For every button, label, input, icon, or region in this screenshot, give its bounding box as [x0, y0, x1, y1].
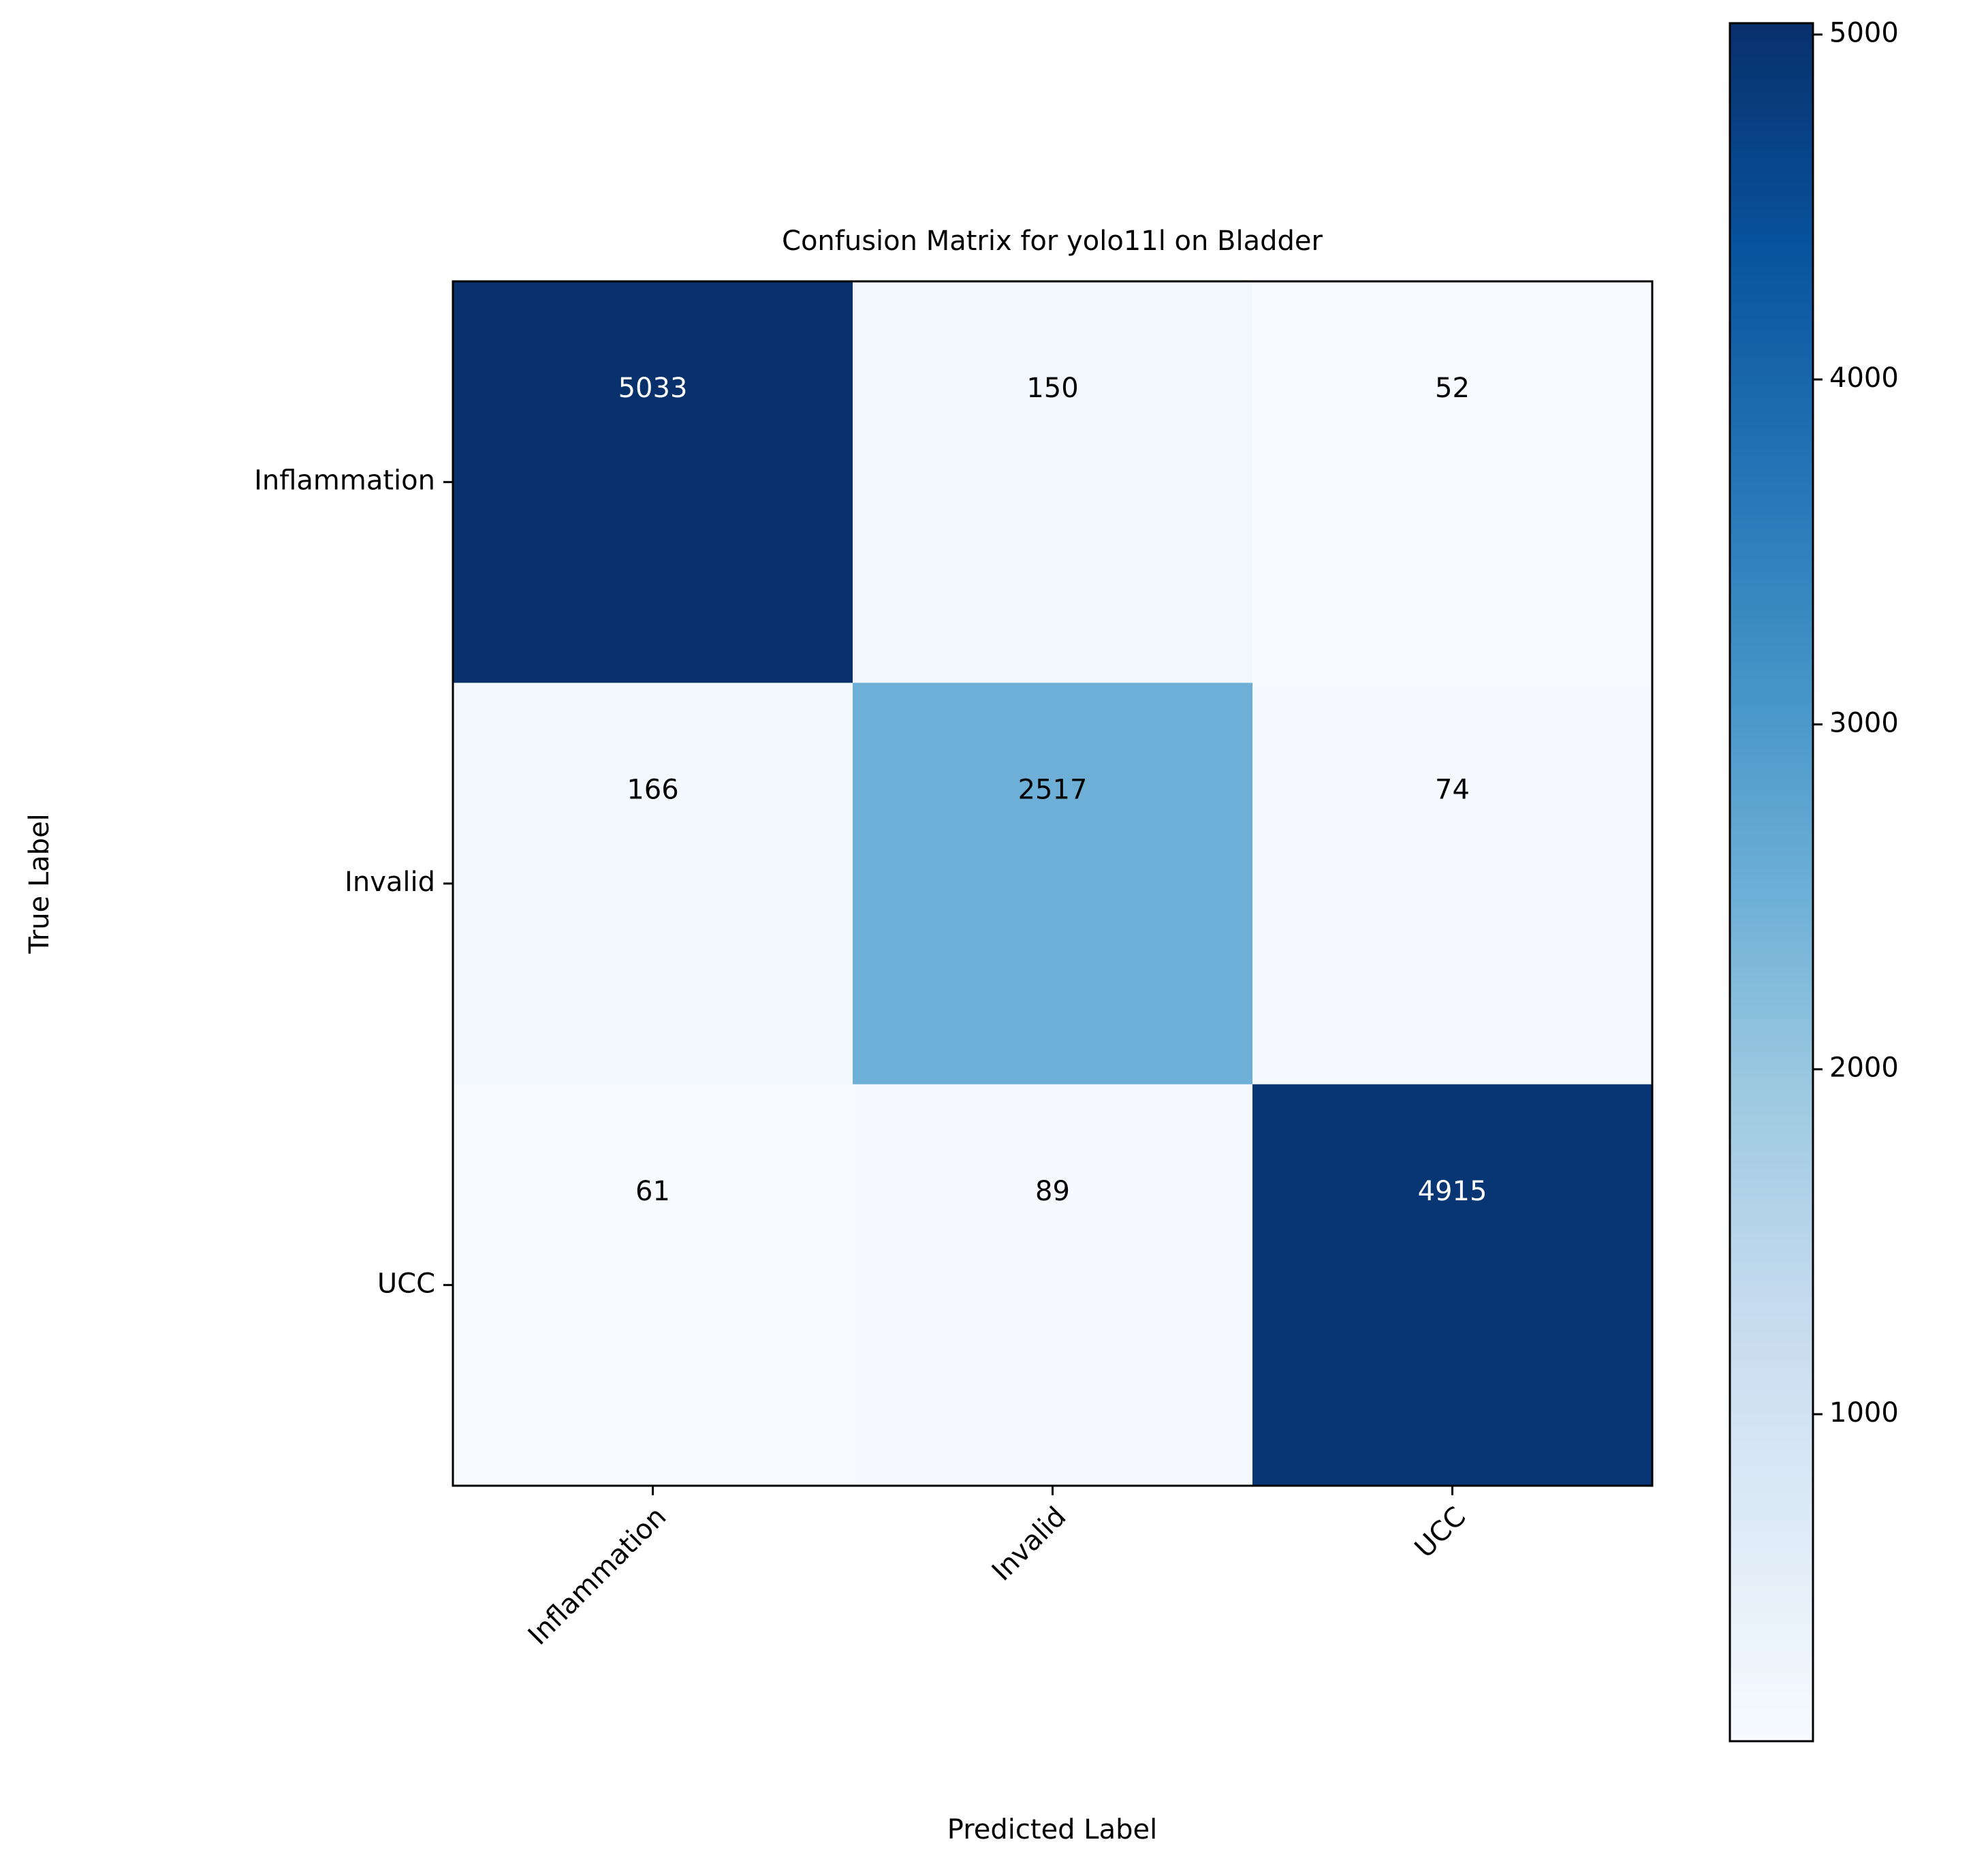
cell-label: 61 [635, 1176, 670, 1207]
x-tick-label: Inflammation [522, 1501, 673, 1651]
x-tick-label: UCC [1409, 1501, 1472, 1564]
cell-label: 4915 [1418, 1176, 1487, 1207]
y-tick-label: Invalid [345, 867, 435, 898]
y-axis-label: True Label [24, 813, 55, 954]
cell [1252, 683, 1653, 1085]
colorbar-tick-label: 2000 [1829, 1052, 1899, 1084]
cell [453, 683, 853, 1085]
colorbar-tick-label: 4000 [1829, 362, 1899, 394]
colorbar-tick-label: 3000 [1829, 707, 1899, 738]
cell [453, 281, 853, 683]
colorbar [1729, 22, 1814, 1743]
y-tick-label: UCC [377, 1268, 435, 1299]
cell-label: 74 [1435, 774, 1470, 805]
cell-label: 89 [1035, 1176, 1070, 1207]
cell [453, 1084, 853, 1486]
y-tick-label: Inflammation [254, 465, 435, 497]
cell [853, 1084, 1253, 1486]
cell [853, 281, 1253, 683]
x-axis-label: Predicted Label [947, 1814, 1157, 1845]
cell [853, 683, 1253, 1085]
cell-label: 2517 [1018, 774, 1088, 805]
x-tick-label: Invalid [986, 1501, 1073, 1587]
cell-label: 5033 [618, 373, 688, 404]
cell-label: 52 [1435, 373, 1470, 404]
chart-title: Confusion Matrix for yolo11l on Bladder [782, 225, 1323, 257]
colorbar-tick-label: 5000 [1829, 18, 1899, 49]
cell-label: 166 [627, 774, 678, 805]
cell [1252, 281, 1653, 683]
cell [1252, 1084, 1653, 1486]
colorbar-tick-label: 1000 [1829, 1397, 1899, 1429]
cell-label: 150 [1026, 373, 1078, 404]
